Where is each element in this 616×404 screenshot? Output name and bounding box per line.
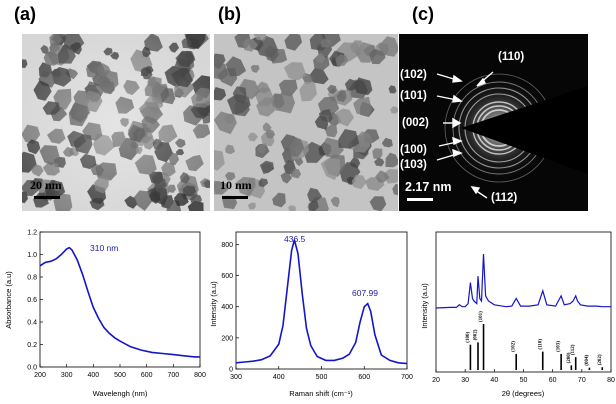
scale-bar-c: [407, 198, 433, 201]
raman-y-axis-label: Intensity (a.u): [209, 281, 218, 327]
tem-particles-a: [22, 34, 210, 211]
raman-chart: 0 200 400 600 800 300 400 500 600 700 436.5 607.9…: [209, 231, 413, 398]
x-tick-label: 800: [194, 372, 206, 379]
xrd-hkl-label: (110): [538, 339, 543, 350]
scale-bar-b: [222, 196, 248, 199]
saed-rings: [399, 34, 588, 211]
scale-bar-a: [34, 196, 60, 199]
raman-peak-annotation-2: 607.99: [352, 288, 378, 298]
xrd-plot-frame: [435, 231, 612, 373]
y-tick-label: 600: [221, 273, 233, 280]
panel-label-a: (a): [14, 4, 36, 24]
scale-label-a: 20 nm: [30, 178, 62, 192]
tem-image-b: 10 nm: [214, 34, 398, 211]
x-tick-label: 400: [87, 372, 99, 379]
y-tick-label: 0.0: [27, 365, 37, 372]
xrd-hkl-label: (102): [512, 341, 517, 352]
raman-peak-annotation-1: 436.5: [284, 234, 306, 244]
uv-vis-chart: 0.0 0.2 0.4 0.6 0.8 1.0 1.2 200 300 400 500 600 700 8…: [4, 230, 206, 399]
panel-label-c: (c): [412, 4, 434, 24]
xrd-chart: 20 30 40 50 60 70 80 (100) (002) (101) (102) (110)…: [420, 231, 615, 398]
x-tick-label: 500: [316, 374, 328, 381]
ring-label-101: (101): [400, 90, 427, 102]
ring-label-102: (102): [400, 69, 427, 81]
xrd-hkl-label: (200): [567, 352, 572, 363]
scale-label-b: 10 nm: [220, 178, 252, 192]
xrd-hkl-label: (101): [479, 311, 484, 322]
ring-label-100: (100): [400, 144, 427, 156]
xrd-hkl-label: (002): [474, 329, 479, 340]
y-tick-label: 0.4: [27, 320, 37, 327]
xrd-x-axis-label: 2θ (degrees): [502, 389, 545, 398]
raman-x-axis-label: Raman shift (cm⁻¹): [289, 389, 353, 398]
uv-y-axis-label: Absorbance (a.u): [4, 271, 13, 329]
ring-label-110: (110): [498, 51, 525, 63]
x-tick-label: 600: [358, 374, 370, 381]
xrd-pattern-line: [435, 253, 611, 309]
x-tick-label: 40: [490, 377, 498, 384]
ring-label-002: (002): [402, 117, 429, 129]
ring-label-103: (103): [400, 159, 427, 171]
raman-spectrum-line: [235, 239, 408, 365]
xrd-hkl-label: (112): [571, 344, 576, 355]
x-tick-label: 80: [607, 377, 615, 384]
scale-label-c: 2.17 nm: [405, 180, 452, 194]
uv-x-axis-label: Wavelengh (nm): [93, 389, 148, 398]
y-tick-label: 0.8: [27, 275, 37, 282]
xrd-hkl-label: (103): [557, 341, 562, 352]
saed-pattern-c: (110) (102) (101) (002) (100) (103) (112…: [399, 34, 588, 211]
beam-stopper: [461, 86, 588, 174]
panel-label-b: (b): [218, 4, 241, 24]
x-tick-label: 400: [273, 374, 285, 381]
x-tick-label: 700: [167, 372, 179, 379]
uv-peak-annotation: 310 nm: [90, 243, 118, 253]
xrd-hkl-label: (004): [585, 355, 590, 366]
y-tick-label: 200: [221, 335, 233, 342]
x-tick-label: 20: [432, 377, 440, 384]
x-tick-label: 700: [401, 374, 413, 381]
x-tick-label: 70: [578, 377, 586, 384]
x-tick-label: 50: [520, 377, 528, 384]
xrd-hkl-label: (100): [466, 332, 471, 343]
y-tick-label: 1.0: [27, 252, 37, 259]
x-tick-label: 500: [114, 372, 126, 379]
x-tick-label: 60: [549, 377, 557, 384]
x-tick-label: 600: [141, 372, 153, 379]
xrd-y-axis-label: Intensity (a.u): [420, 283, 429, 329]
y-tick-label: 0: [229, 367, 233, 374]
xrd-hkl-label: (202): [598, 354, 603, 365]
x-tick-label: 300: [61, 372, 73, 379]
tem-particles-b: [214, 34, 398, 211]
x-tick-label: 300: [230, 374, 242, 381]
x-tick-label: 200: [34, 372, 46, 379]
tem-image-a: 20 nm: [22, 34, 210, 211]
y-tick-label: 400: [221, 304, 233, 311]
ring-label-112: (112): [491, 192, 518, 204]
raman-plot-frame: [235, 231, 408, 370]
y-tick-label: 0.2: [27, 342, 37, 349]
y-tick-label: 0.6: [27, 297, 37, 304]
y-tick-label: 1.2: [27, 230, 37, 237]
y-tick-label: 800: [221, 242, 233, 249]
uv-absorbance-line: [39, 246, 200, 358]
x-tick-label: 30: [461, 377, 469, 384]
